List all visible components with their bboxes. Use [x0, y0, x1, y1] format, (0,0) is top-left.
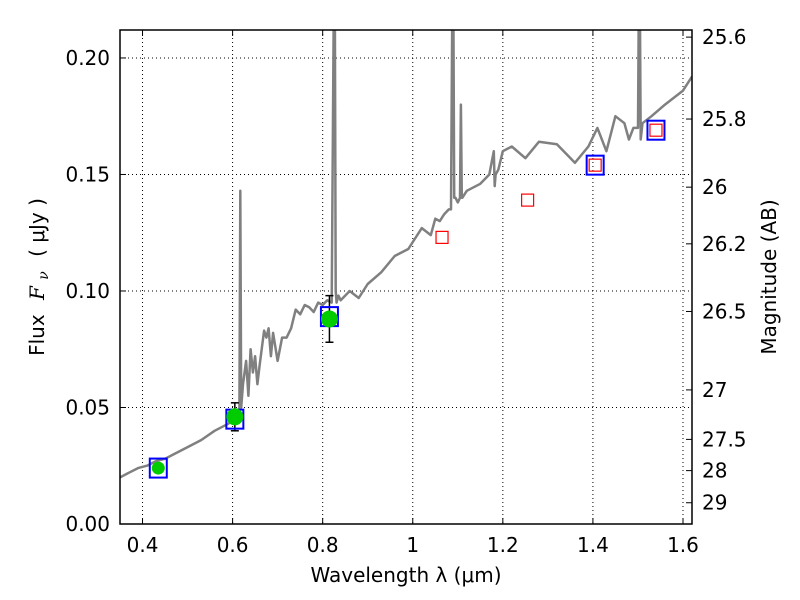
x-tick-label: 1.2: [487, 533, 519, 557]
x-tick-label: 1.6: [667, 533, 699, 557]
observed-square: [649, 123, 663, 137]
plot-frame: [119, 29, 693, 525]
ticks-layer: 0.4 0.6 0.8 1 1.2 1.4 1.6 0.00 0.05 0.10 0.15 0.20 2…: [65, 25, 746, 557]
y2-tick-label: 25.8: [702, 107, 747, 131]
spectrum-line: [120, 30, 692, 479]
y-axis-title-prefix: Flux: [25, 314, 49, 356]
y-axis-title: Flux F ν ( μJy ): [25, 198, 53, 356]
observed-circle: [320, 310, 338, 328]
model-photometry-square: [646, 119, 666, 141]
observed-square: [588, 158, 602, 172]
y2-tick-label: 26: [702, 175, 727, 199]
y-tick-label: 0.10: [65, 279, 110, 303]
y2-tick-label: 29: [702, 491, 727, 515]
observed-square: [435, 230, 449, 244]
y-axis-title-unit: ( μJy ): [25, 198, 49, 257]
y2-tick-label: 26.2: [702, 232, 747, 256]
marker-layer: [148, 119, 666, 479]
y2-tick-label: 27.5: [702, 427, 747, 451]
observed-square: [521, 193, 535, 207]
y-axis-title-symbol: F: [25, 285, 49, 301]
y-tick-label: 0.05: [65, 395, 110, 419]
y2-axis-title: Magnitude (AB): [757, 199, 781, 354]
x-tick-label: 0.4: [127, 533, 159, 557]
x-axis-title: Wavelength λ (μm): [310, 563, 501, 587]
x-tick-label: 0.6: [217, 533, 249, 557]
observed-circle: [151, 461, 165, 475]
y2-tick-label: 26.5: [702, 299, 747, 323]
spectrum-layer: [120, 30, 692, 479]
y-axis-title-subscript: ν: [36, 271, 52, 280]
y-tick-label: 0.00: [65, 512, 110, 536]
y-tick-label: 0.20: [65, 46, 110, 70]
y2-tick-label: 25.6: [702, 25, 747, 49]
x-tick-label: 1: [406, 533, 419, 557]
model-photometry-square: [148, 457, 168, 479]
x-tick-label: 0.8: [307, 533, 339, 557]
y2-tick-label: 28: [702, 459, 727, 483]
x-tick-label: 1.4: [577, 533, 609, 557]
grid-layer: [120, 30, 692, 525]
y-tick-label: 0.15: [65, 162, 110, 186]
y2-tick-label: 27: [702, 378, 727, 402]
model-photometry-square: [585, 154, 605, 176]
observed-circle: [226, 408, 244, 426]
